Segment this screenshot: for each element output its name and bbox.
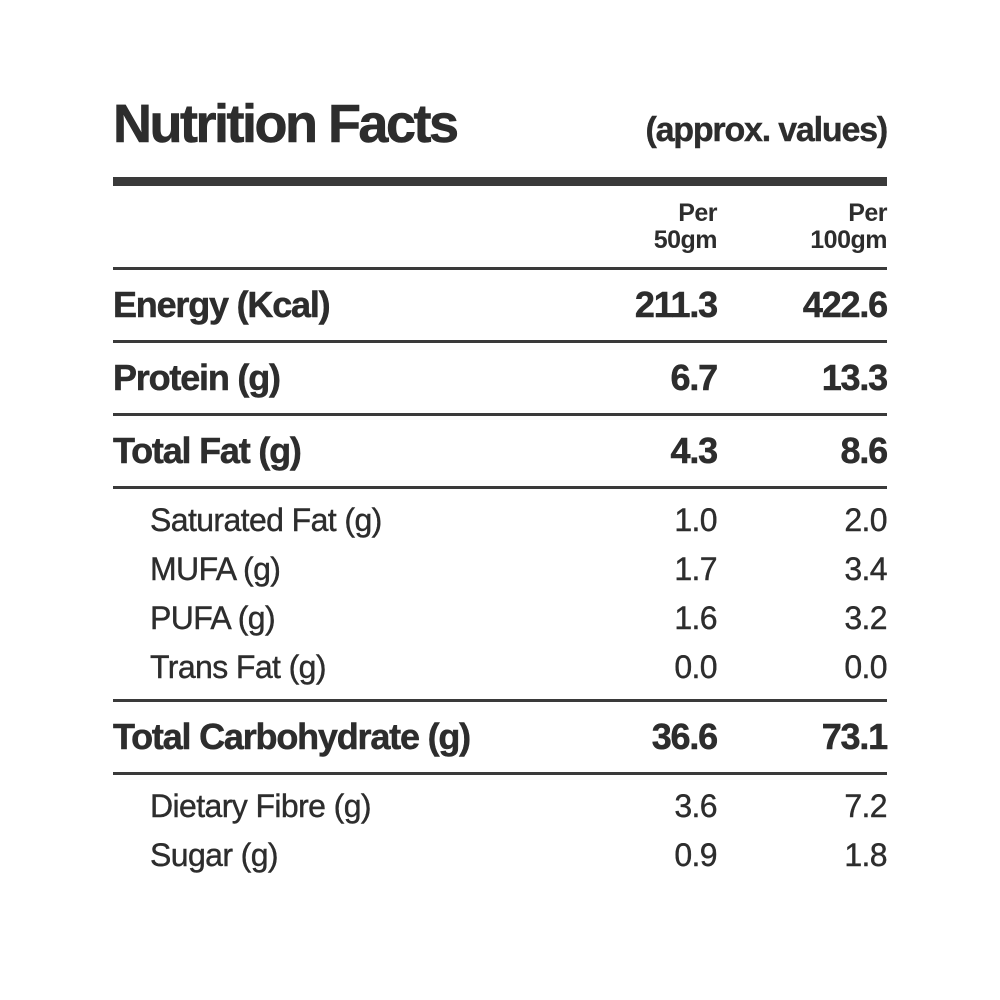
table-row: Total Fat (g) 4.3 8.6 <box>113 416 889 486</box>
row-value-per-50gm: 1.7 <box>674 550 718 587</box>
section-divider <box>113 485 887 489</box>
row-label: Dietary Fibre (g) <box>150 787 372 824</box>
row-value-per-100gm: 0.0 <box>844 648 888 685</box>
nutrition-facts-label: Nutrition Facts (approx. values) Per 50g… <box>113 94 889 880</box>
table-row: Dietary Fibre (g) 3.6 7.2 <box>113 775 888 831</box>
row-value-per-100gm: 8.6 <box>840 429 888 471</box>
column-headers: Per 50gm Per 100gm <box>113 186 888 267</box>
column-header-line: Per <box>848 198 887 227</box>
row-value-per-50gm: 1.0 <box>674 501 718 538</box>
row-label: PUFA (g) <box>150 599 276 636</box>
row-value-per-50gm: 6.7 <box>670 356 718 398</box>
column-header-line: Per <box>678 198 717 227</box>
row-label: Saturated Fat (g) <box>150 501 383 538</box>
section-divider <box>113 339 887 343</box>
column-header-line: 50gm <box>653 226 718 255</box>
row-value-per-50gm: 0.9 <box>674 836 718 873</box>
row-label: Trans Fat (g) <box>150 648 327 685</box>
label-header: Nutrition Facts (approx. values) <box>113 94 889 177</box>
row-value-per-50gm: 36.6 <box>651 715 718 757</box>
column-header-rule <box>113 266 887 270</box>
table-row: Protein (g) 6.7 13.3 <box>113 343 889 413</box>
row-value-per-100gm: 73.1 <box>821 715 888 757</box>
row-value-per-100gm: 13.3 <box>821 356 888 398</box>
row-value-per-100gm: 3.4 <box>844 550 888 587</box>
section-divider <box>113 698 887 702</box>
row-value-per-50gm: 0.0 <box>674 648 718 685</box>
table-row: PUFA (g) 1.6 3.2 <box>113 594 888 643</box>
row-label: Energy (Kcal) <box>113 283 331 325</box>
table-row: Saturated Fat (g) 1.0 2.0 <box>113 489 888 545</box>
row-label: Total Fat (g) <box>113 429 302 471</box>
row-value-per-50gm: 3.6 <box>674 787 718 824</box>
row-value-per-50gm: 1.6 <box>674 599 718 636</box>
table-row: Total Carbohydrate (g) 36.6 73.1 <box>113 702 889 772</box>
row-value-per-50gm: 211.3 <box>634 283 719 325</box>
table-row: Sugar (g) 0.9 1.8 <box>113 831 888 880</box>
row-label: MUFA (g) <box>150 550 281 587</box>
page-title: Nutrition Facts <box>113 94 460 154</box>
row-value-per-100gm: 3.2 <box>844 599 888 636</box>
column-header-per-100gm: Per 100gm <box>717 198 887 255</box>
approx-values-subtitle: (approx. values) <box>645 111 888 150</box>
table-row: Energy (Kcal) 211.3 422.6 <box>113 270 889 340</box>
header-thick-rule <box>113 176 887 186</box>
section-divider <box>113 771 887 775</box>
row-label: Total Carbohydrate (g) <box>113 715 472 757</box>
row-value-per-50gm: 4.3 <box>670 429 718 471</box>
row-value-per-100gm: 7.2 <box>844 787 888 824</box>
nutrition-rows: Energy (Kcal) 211.3 422.6 Protein (g) 6.… <box>113 270 889 880</box>
row-label: Sugar (g) <box>150 836 279 873</box>
table-row: Trans Fat (g) 0.0 0.0 <box>113 643 888 699</box>
column-header-per-50gm: Per 50gm <box>547 198 718 255</box>
table-row: MUFA (g) 1.7 3.4 <box>113 545 888 594</box>
row-label: Protein (g) <box>113 356 281 398</box>
column-header-line: 100gm <box>810 226 887 255</box>
row-value-per-100gm: 422.6 <box>802 283 889 325</box>
row-value-per-100gm: 1.8 <box>844 836 888 873</box>
row-value-per-100gm: 2.0 <box>844 501 888 538</box>
section-divider <box>113 412 887 416</box>
